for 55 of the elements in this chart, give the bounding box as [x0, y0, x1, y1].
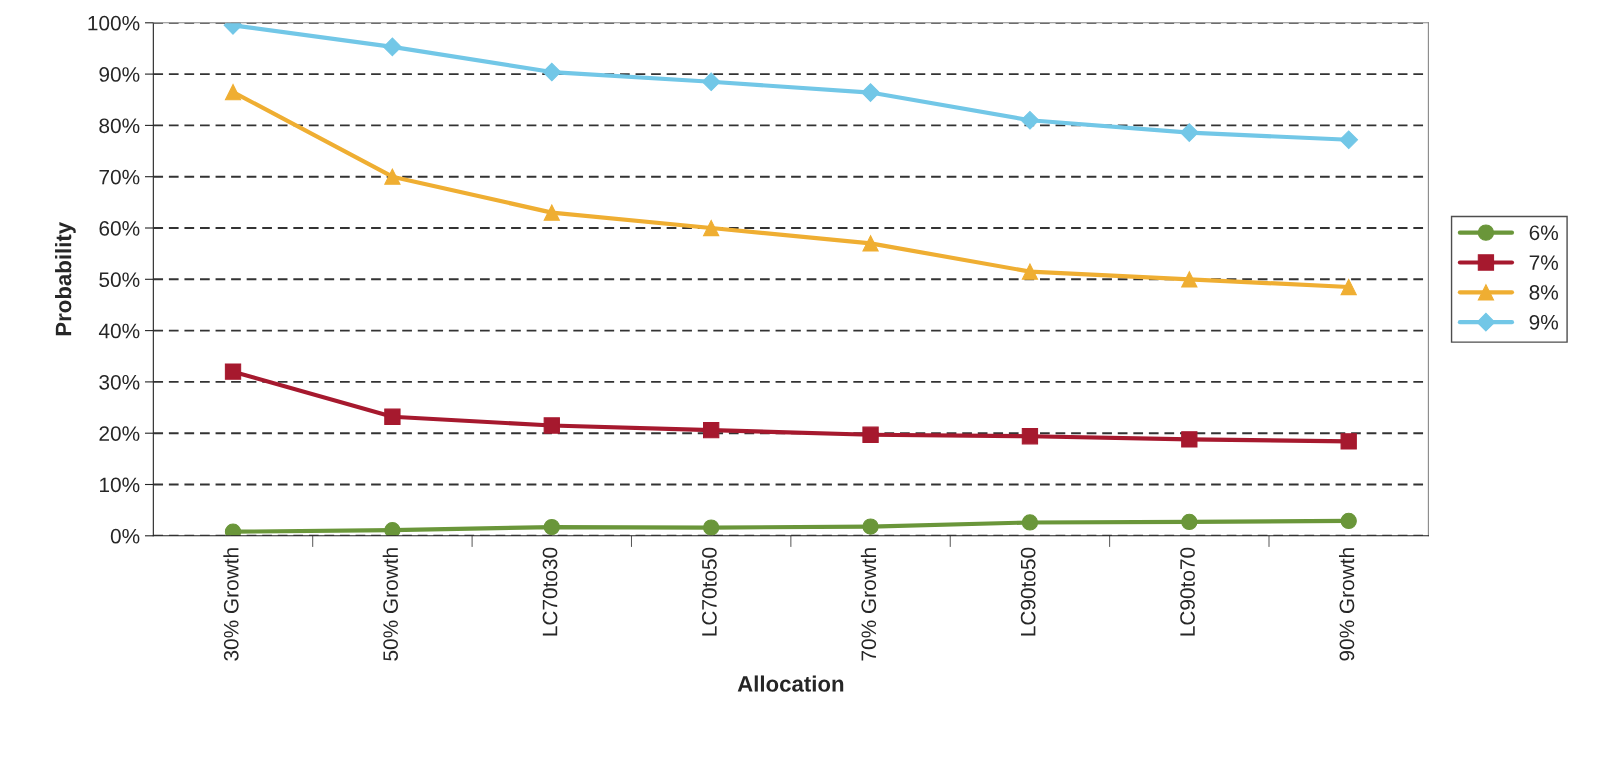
x-tick-label: LC70to30 — [542, 547, 558, 636]
point — [1021, 428, 1039, 445]
point — [1339, 130, 1359, 150]
point — [1179, 123, 1199, 142]
point — [1021, 263, 1039, 280]
point — [1340, 512, 1357, 530]
y-tick-label: 100% — [88, 15, 140, 31]
point — [701, 72, 721, 92]
y-axis-title: Probability — [55, 222, 76, 336]
x-tick-label: 30% Growth — [223, 548, 239, 661]
point — [1340, 278, 1357, 296]
y-tick-label: 70% — [99, 169, 140, 185]
point — [703, 519, 720, 536]
point — [224, 83, 242, 101]
point — [224, 363, 242, 380]
point — [384, 168, 401, 185]
point — [542, 62, 562, 82]
y-tick-label: 80% — [99, 118, 140, 134]
y-tick-label: 90% — [99, 67, 140, 82]
point — [862, 235, 879, 252]
legend-label: 6% — [1529, 225, 1559, 241]
point — [543, 518, 560, 536]
point — [703, 219, 720, 237]
x-tick-label: 50% Growth — [382, 548, 398, 661]
point — [543, 417, 560, 434]
point — [862, 518, 879, 535]
y-tick-label: 10% — [100, 477, 140, 493]
point — [543, 204, 560, 221]
legend-label: 9% — [1529, 314, 1559, 330]
y-tick-label: 60% — [99, 221, 140, 236]
point — [384, 408, 401, 425]
x-tick-label: LC70to50 — [702, 547, 717, 636]
x-tick-label: LC90to50 — [1020, 547, 1036, 636]
point — [1181, 271, 1198, 288]
point — [1340, 433, 1357, 450]
y-tick-label: 0% — [110, 528, 140, 544]
point — [862, 426, 879, 443]
x-tick-label: 90% Growth — [1338, 548, 1355, 661]
x-tick-label: 70% Growth — [860, 548, 877, 661]
point — [1021, 514, 1039, 531]
legend-label: 7% — [1529, 255, 1559, 270]
point — [703, 421, 720, 439]
x-axis-title: Allocation — [737, 675, 844, 692]
point — [384, 522, 401, 536]
point — [1181, 513, 1198, 531]
x-tick-label: LC90to70 — [1180, 547, 1195, 636]
legend-label: 8% — [1529, 285, 1559, 300]
point — [383, 37, 402, 57]
y-tick-label: 50% — [99, 272, 140, 288]
y-tick-label: 20% — [99, 426, 140, 441]
point — [1181, 431, 1198, 448]
y-tick-label: 40% — [98, 323, 140, 339]
point — [861, 83, 880, 102]
y-tick-label: 30% — [99, 374, 140, 390]
point — [1020, 110, 1040, 130]
